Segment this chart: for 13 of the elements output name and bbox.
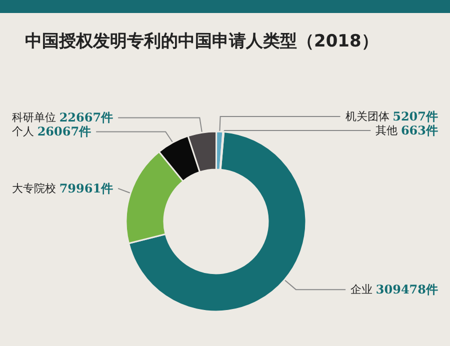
data-label: 26067件 [37,124,92,139]
slice-label: 企业 [350,283,373,296]
slice-label: 其他 [376,124,398,138]
chart-title: 中国授权发明专利的中国申请人类型（2018） [25,32,378,52]
data-label: 663件 [400,124,438,138]
slice-label: 机关团体 [345,110,390,124]
data-label: 79961件 [59,181,114,196]
data-label: 5207件 [392,110,438,124]
slice-label: 大专院校 [12,182,56,195]
data-label: 309478件 [376,282,438,297]
slice-label: 科研单位 [12,111,56,124]
data-label: 22667件 [59,110,114,125]
slice-label: 个人 [12,125,34,138]
